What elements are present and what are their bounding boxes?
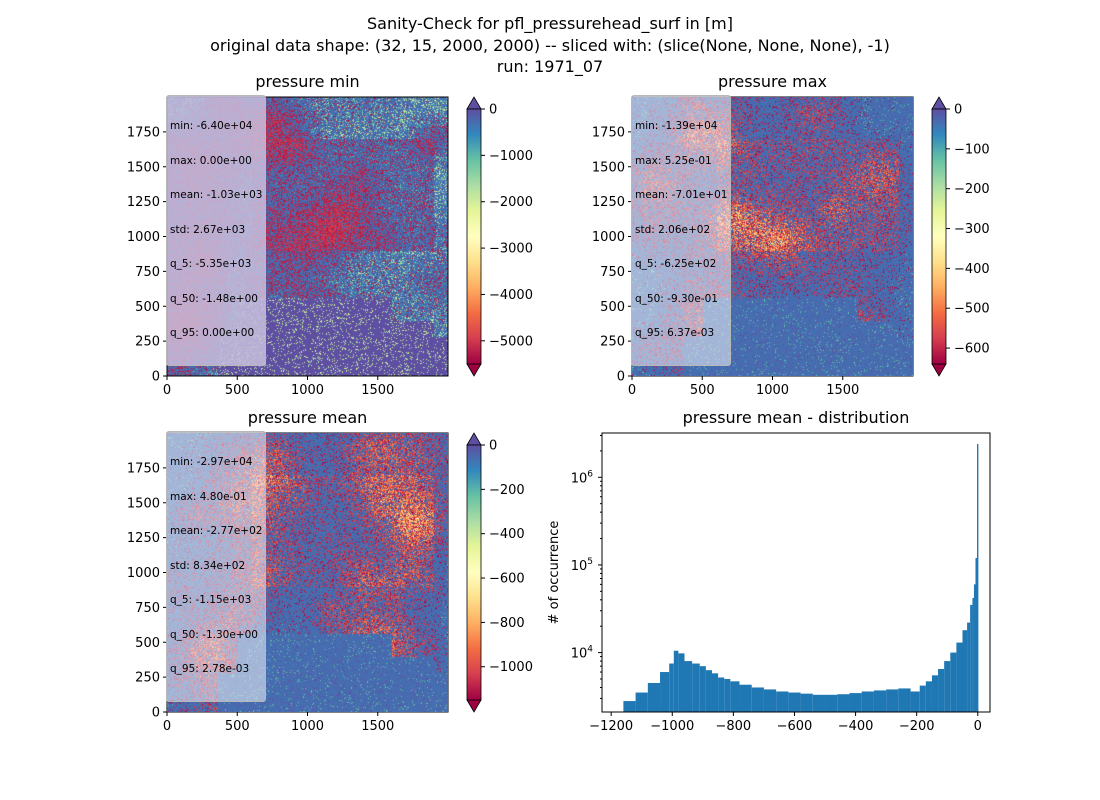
stat-line: min: -6.40e+04 — [170, 120, 253, 132]
histogram-bar — [647, 682, 661, 712]
histogram-bar — [898, 688, 911, 712]
histogram-bar — [950, 652, 957, 712]
histogram-bar — [919, 685, 926, 712]
pressure-max-stats-box: min: -1.39e+04 max: 5.25e-01 mean: -7.01… — [631, 95, 732, 366]
histogram-bar — [975, 557, 978, 712]
histogram-bar — [837, 694, 850, 712]
histogram-bar — [849, 693, 862, 712]
histogram-bar — [967, 622, 971, 712]
histogram-bar — [776, 691, 789, 712]
histogram-bar — [910, 691, 920, 712]
stat-line: q_5: -6.25e+02 — [635, 258, 717, 270]
histogram-bar — [711, 673, 719, 712]
stat-line: std: 2.06e+02 — [635, 223, 711, 236]
stat-line: min: -1.39e+04 — [635, 120, 718, 132]
stat-line: q_95: 0.00e+00 — [170, 327, 255, 339]
panel-title-pressure-mean: pressure mean — [247, 408, 368, 427]
x-tick-label: −800 — [716, 719, 752, 734]
y-tick-label: 105 — [571, 557, 593, 574]
histogram-bar — [692, 663, 700, 712]
histogram-bar — [825, 694, 838, 712]
figure-title-line-1: Sanity-Check for pfl_pressurehead_surf i… — [367, 14, 733, 33]
figure-title-line-2: original data shape: (32, 15, 2000, 2000… — [210, 36, 890, 55]
stat-line: q_50: -1.48e+00 — [170, 292, 258, 305]
histogram-bar — [684, 661, 693, 712]
histogram-bar — [977, 443, 979, 712]
histogram-bar — [730, 681, 740, 712]
histogram-bar — [925, 681, 932, 712]
y-tick-label: 104 — [571, 645, 594, 662]
x-tick-label: −1200 — [589, 719, 633, 734]
histogram-bar — [886, 689, 899, 712]
stat-line: q_95: 6.37e-03 — [635, 327, 715, 339]
histogram-bar — [938, 668, 945, 712]
stat-line: q_50: -9.30e-01 — [635, 292, 718, 305]
histogram-bar — [751, 687, 764, 712]
panel-title-pressure-max: pressure max — [717, 72, 828, 91]
histogram-bar — [972, 597, 974, 712]
histogram-bar — [956, 642, 963, 712]
histogram-bar — [660, 672, 670, 712]
histogram-bar — [763, 689, 777, 712]
y-tick-label: 106 — [571, 469, 594, 486]
histogram-bar — [873, 690, 887, 712]
histogram-bar — [861, 691, 874, 712]
panel-title-pressure-min: pressure min — [255, 72, 360, 91]
histogram-bar — [669, 663, 674, 712]
stat-line: min: -2.97e+04 — [170, 456, 253, 468]
x-tick-label: −1000 — [650, 719, 694, 734]
stat-line: mean: -2.77e+02 — [170, 525, 263, 537]
histogram-frame — [601, 432, 991, 713]
stat-line: mean: -7.01e+01 — [635, 189, 728, 201]
x-tick-label: 0 — [974, 719, 982, 734]
histogram-bar — [699, 666, 706, 712]
stat-line: max: 4.80e-01 — [170, 490, 247, 503]
stat-line: q_5: -5.35e+03 — [170, 258, 252, 270]
histogram-bar — [812, 694, 826, 712]
stat-line: std: 2.67e+03 — [170, 223, 246, 236]
histogram-bar — [623, 701, 636, 712]
histogram-bar — [718, 677, 725, 712]
pressure-min-stats-box: min: -6.40e+04 max: 0.00e+00 mean: -1.03… — [166, 95, 267, 366]
histogram-bar — [739, 684, 752, 712]
stat-line: mean: -1.03e+03 — [170, 189, 263, 201]
histogram-bar — [673, 650, 679, 712]
stat-line: std: 8.34e+02 — [170, 559, 246, 572]
figure-title-line-3: run: 1971_07 — [496, 57, 604, 76]
histogram-bar — [973, 584, 976, 712]
histogram-bar — [800, 693, 813, 712]
stat-line: max: 0.00e+00 — [170, 154, 252, 167]
histogram-bar — [635, 692, 648, 712]
histogram-bar — [705, 670, 712, 712]
x-tick-label: −600 — [777, 719, 813, 734]
histogram-bar — [724, 678, 731, 712]
histogram-bar — [931, 675, 939, 712]
histogram-bar — [962, 630, 968, 712]
histogram-y-axis-label: # of occurrence — [547, 521, 562, 625]
stat-line: q_50: -1.30e+00 — [170, 628, 258, 641]
histogram-bar — [788, 692, 801, 712]
histogram-bar — [944, 661, 951, 712]
pressure-mean-stats-box: min: -2.97e+04 max: 4.80e-01 mean: -2.77… — [166, 431, 267, 702]
stat-line: max: 5.25e-01 — [635, 154, 712, 167]
x-tick-label: −400 — [838, 719, 874, 734]
histogram-bar — [678, 653, 685, 712]
x-tick-label: −200 — [899, 719, 935, 734]
histogram-title: pressure mean - distribution — [682, 408, 910, 427]
stat-line: q_95: 2.78e-03 — [170, 663, 250, 675]
stat-line: q_5: -1.15e+03 — [170, 594, 252, 606]
histogram-bar — [970, 604, 973, 712]
